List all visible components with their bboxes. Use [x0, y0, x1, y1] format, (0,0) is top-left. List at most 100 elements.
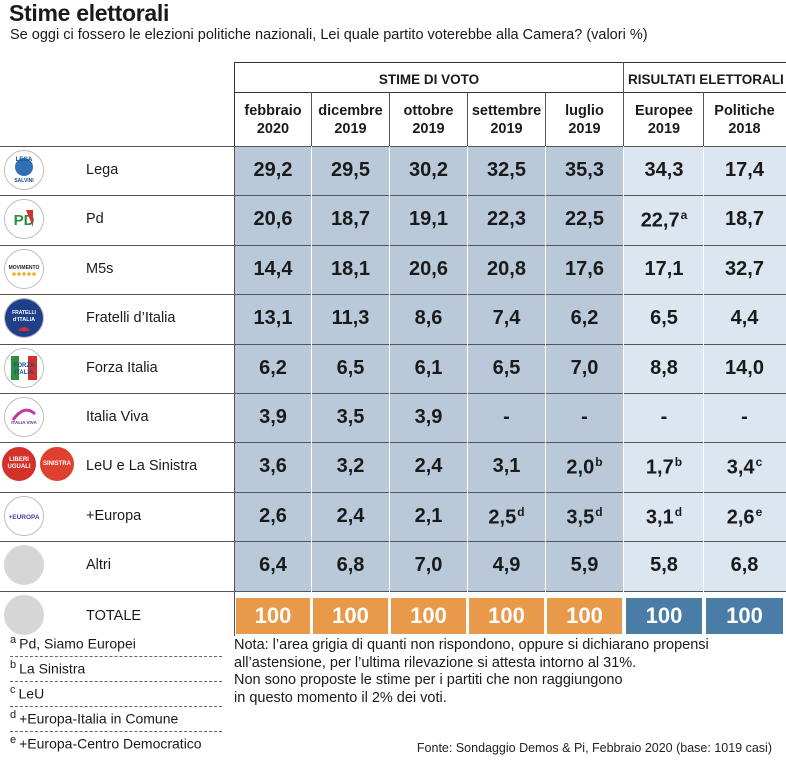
footnote-letter: b: [10, 659, 17, 671]
value-text: 6,1: [414, 356, 443, 379]
value-cell: 22,3: [468, 208, 545, 231]
value-text: 20,8: [487, 257, 526, 280]
page-title: Stime elettorali: [9, 0, 170, 26]
footnote-marker: b: [595, 455, 603, 470]
value-cell: 18,1: [312, 258, 389, 281]
column-header: settembre 2019: [468, 102, 545, 142]
risultati-background: [624, 146, 786, 591]
value-cell: 19,1: [390, 208, 467, 231]
value-cell: 6,5: [312, 357, 389, 380]
value-text: 20,6: [409, 257, 448, 280]
party-name: Forza Italia: [86, 359, 158, 376]
value-cell: 3,9: [235, 406, 311, 429]
column-header-line1: dicembre: [318, 103, 383, 119]
value-text: 18,7: [725, 208, 764, 231]
total-label: TOTALE: [86, 607, 142, 624]
value-text: -: [581, 406, 588, 428]
group-header-line: [235, 92, 786, 93]
value-text: 22,3: [487, 208, 526, 231]
value-cell: 6,8: [705, 554, 784, 577]
svg-text:FRATELLI: FRATELLI: [12, 310, 36, 316]
group-header-risultati: RISULTATI ELETTORALI: [628, 72, 784, 87]
value-text: 17,6: [565, 257, 604, 280]
footnote-letter: c: [10, 684, 16, 696]
value-cell: 2,5d: [468, 505, 545, 530]
footnote-letter: d: [10, 709, 17, 721]
column-separator: [545, 146, 546, 636]
value-cell: 32,5: [468, 159, 545, 182]
nota-text: Nota: l’area grigia di quanti non rispon…: [234, 637, 774, 707]
value-text: 2,1: [414, 504, 443, 527]
svg-text:d’ITALIA: d’ITALIA: [13, 317, 35, 323]
footnote-divider: [10, 731, 222, 732]
total-value: 100: [236, 597, 310, 634]
table-row: Altri 6,4 6,8 7,0 4,9 5,9 5,8 6,8: [0, 541, 786, 590]
value-cell: 14,4: [235, 258, 311, 281]
value-cell: 22,7a: [625, 208, 703, 233]
column-header-line2: 2019: [568, 121, 601, 137]
footnote-marker: a: [680, 208, 688, 223]
column-header-line1: febbraio: [244, 103, 302, 119]
footnote-marker: d: [595, 504, 603, 519]
row-divider: [0, 393, 786, 394]
column-header: febbraio 2020: [235, 102, 311, 142]
value-text: 32,7: [725, 257, 764, 280]
footnote-marker: d: [674, 504, 683, 519]
value-text: 3,2: [336, 455, 365, 478]
value-text: 3,1: [492, 455, 521, 478]
altri-logo-icon: [4, 545, 44, 586]
table-row: LIBERI UGUALI SINISTRA LeU e La Sinistra 3,6…: [0, 442, 786, 491]
leu-logo-text: LIBERI: [9, 457, 29, 464]
value-cell: 29,5: [312, 159, 389, 182]
value-cell: 13,1: [235, 307, 311, 330]
col-divider: [545, 92, 546, 146]
value-cell: 2,6e: [705, 505, 784, 530]
value-cell: 20,8: [468, 258, 545, 281]
total-row: TOTALE 100 100 100 100 100 100 100: [0, 591, 786, 640]
total-logo-icon: [4, 594, 44, 635]
column-header-line1: Politiche: [714, 103, 775, 119]
value-cell: -: [705, 406, 784, 429]
header-top-line: [235, 62, 786, 63]
europa-logo-icon: +EUROPA: [4, 495, 44, 536]
col-divider: [623, 62, 624, 146]
value-text: 17,4: [725, 159, 764, 181]
value-text: 3,9: [414, 406, 443, 428]
value-cell: -: [546, 406, 623, 429]
value-cell: 6,5: [468, 357, 545, 380]
value-cell: 18,7: [312, 208, 389, 231]
value-cell: 2,4: [312, 505, 389, 528]
value-text: 35,3: [565, 159, 604, 181]
table-row: LEGA SALVINI Lega 29,2 29,5 30,2 32,5 35,3 34,3 1…: [0, 146, 786, 195]
value-text: 22,7: [640, 210, 680, 233]
value-cell: 3,1: [468, 455, 545, 478]
column-header-line2: 2019: [334, 121, 367, 137]
value-text: 32,5: [487, 159, 526, 181]
column-header-line2: 2019: [412, 121, 445, 137]
value-cell: 4,4: [705, 307, 784, 330]
table-row: PD Pd 20,6 18,7 19,1 22,3 22,5 22,7a 18,7: [0, 195, 786, 244]
footnote-item: a Pd, Siamo Europei: [10, 634, 136, 652]
value-text: 14,0: [725, 356, 764, 379]
leu-logo-icon: LIBERI UGUALI: [2, 447, 36, 482]
value-text: 3,5: [336, 406, 365, 428]
nota-line: Nota: l’area grigia di quanti non rispon…: [234, 637, 709, 653]
value-text: 5,9: [570, 554, 599, 577]
party-name: LeU e La Sinistra: [86, 458, 198, 475]
sinistra-logo-icon: SINISTRA: [40, 447, 74, 482]
value-cell: 6,5: [625, 307, 703, 330]
value-cell: -: [468, 406, 545, 429]
value-cell: 3,2: [312, 455, 389, 478]
value-cell: 35,3: [546, 159, 623, 182]
value-cell: 18,7: [705, 208, 784, 231]
value-text: 2,4: [414, 455, 443, 478]
value-text: 6,5: [650, 307, 678, 330]
value-cell: 7,4: [468, 307, 545, 330]
value-cell: 1,7b: [625, 455, 703, 480]
value-text: 4,9: [492, 554, 521, 577]
value-text: 20,6: [253, 208, 293, 231]
value-text: 3,4: [726, 457, 755, 480]
value-cell: 2,6: [235, 505, 311, 528]
value-text: 13,1: [253, 307, 293, 330]
table-row: +EUROPA +Europa 2,6 2,4 2,1 2,5d 3,5d 3,1d 2,6e: [0, 492, 786, 541]
